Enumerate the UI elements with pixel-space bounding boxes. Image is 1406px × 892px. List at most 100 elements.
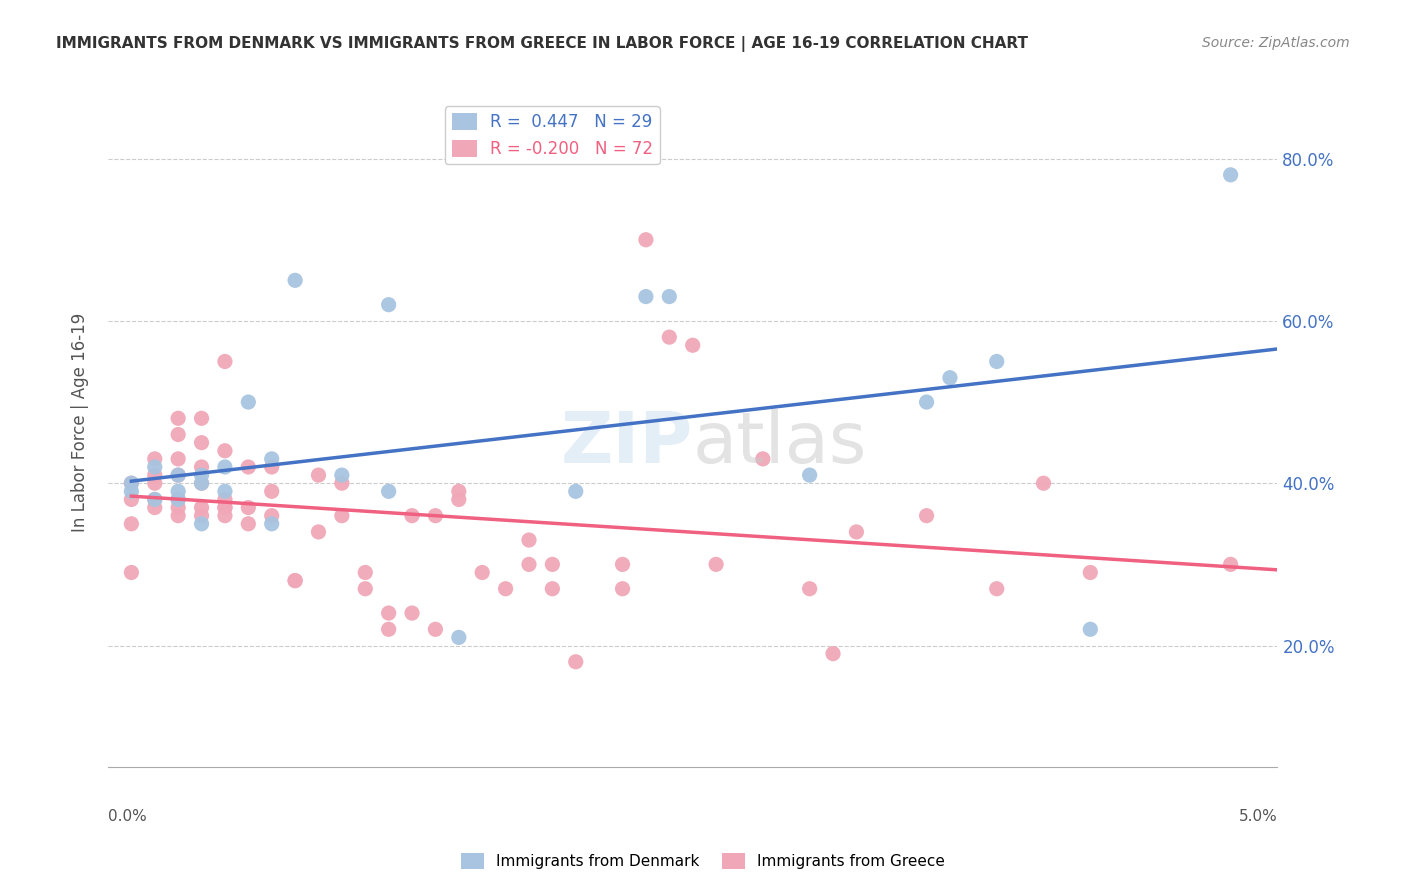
Point xyxy=(284,574,307,588)
Point xyxy=(401,606,423,620)
Point xyxy=(167,484,190,499)
Point xyxy=(425,508,447,523)
Point xyxy=(120,476,142,491)
Point xyxy=(143,460,166,475)
Point xyxy=(190,516,212,531)
Point xyxy=(260,508,283,523)
Point xyxy=(284,574,307,588)
Point xyxy=(634,233,657,247)
Point xyxy=(658,330,681,344)
Point xyxy=(330,476,353,491)
Point xyxy=(120,516,142,531)
Point xyxy=(190,411,212,425)
Point xyxy=(120,492,142,507)
Point xyxy=(541,582,564,596)
Point xyxy=(915,508,938,523)
Point xyxy=(447,484,470,499)
Text: 5.0%: 5.0% xyxy=(1239,809,1278,823)
Point xyxy=(190,476,212,491)
Point xyxy=(799,582,821,596)
Text: atlas: atlas xyxy=(693,409,868,477)
Point xyxy=(143,476,166,491)
Point xyxy=(308,524,330,539)
Point xyxy=(284,273,307,287)
Point xyxy=(190,468,212,483)
Text: Source: ZipAtlas.com: Source: ZipAtlas.com xyxy=(1202,36,1350,50)
Point xyxy=(1032,476,1054,491)
Legend: R =  0.447   N = 29, R = -0.200   N = 72: R = 0.447 N = 29, R = -0.200 N = 72 xyxy=(446,106,659,164)
Point xyxy=(564,484,586,499)
Point xyxy=(401,508,423,523)
Point xyxy=(1078,622,1101,636)
Point xyxy=(1219,558,1241,572)
Point xyxy=(634,289,657,303)
Point xyxy=(214,484,236,499)
Point xyxy=(308,468,330,483)
Point xyxy=(517,558,540,572)
Point xyxy=(190,476,212,491)
Point xyxy=(939,370,962,384)
Text: 0.0%: 0.0% xyxy=(108,809,146,823)
Point xyxy=(447,631,470,645)
Point xyxy=(143,492,166,507)
Point xyxy=(704,558,727,572)
Point xyxy=(377,622,399,636)
Point xyxy=(167,492,190,507)
Point xyxy=(238,395,260,409)
Point xyxy=(1078,566,1101,580)
Point xyxy=(541,558,564,572)
Point xyxy=(612,582,634,596)
Point xyxy=(167,500,190,515)
Point xyxy=(190,435,212,450)
Point xyxy=(354,566,377,580)
Point xyxy=(214,492,236,507)
Point xyxy=(120,476,142,491)
Point xyxy=(1219,168,1241,182)
Point xyxy=(190,508,212,523)
Point xyxy=(167,508,190,523)
Point xyxy=(214,443,236,458)
Point xyxy=(845,524,868,539)
Point xyxy=(330,508,353,523)
Point xyxy=(167,451,190,466)
Text: IMMIGRANTS FROM DENMARK VS IMMIGRANTS FROM GREECE IN LABOR FORCE | AGE 16-19 COR: IMMIGRANTS FROM DENMARK VS IMMIGRANTS FR… xyxy=(56,36,1028,52)
Point xyxy=(377,606,399,620)
Point xyxy=(752,451,775,466)
Point xyxy=(260,484,283,499)
Y-axis label: In Labor Force | Age 16-19: In Labor Force | Age 16-19 xyxy=(72,313,89,532)
Point xyxy=(238,500,260,515)
Point xyxy=(214,354,236,368)
Point xyxy=(167,468,190,483)
Point xyxy=(330,468,353,483)
Point xyxy=(120,484,142,499)
Point xyxy=(214,508,236,523)
Point xyxy=(260,460,283,475)
Point xyxy=(682,338,704,352)
Point xyxy=(120,566,142,580)
Point xyxy=(214,500,236,515)
Point xyxy=(143,468,166,483)
Point xyxy=(214,460,236,475)
Point xyxy=(495,582,517,596)
Point xyxy=(167,492,190,507)
Point xyxy=(915,395,938,409)
Legend: Immigrants from Denmark, Immigrants from Greece: Immigrants from Denmark, Immigrants from… xyxy=(454,847,952,875)
Point xyxy=(821,647,844,661)
Point xyxy=(564,655,586,669)
Point xyxy=(167,411,190,425)
Point xyxy=(190,500,212,515)
Point xyxy=(167,468,190,483)
Point xyxy=(238,516,260,531)
Text: ZIP: ZIP xyxy=(561,409,693,477)
Point xyxy=(260,516,283,531)
Point xyxy=(447,492,470,507)
Point xyxy=(143,492,166,507)
Point xyxy=(190,460,212,475)
Point xyxy=(658,289,681,303)
Point xyxy=(612,558,634,572)
Point xyxy=(354,582,377,596)
Point xyxy=(377,484,399,499)
Point xyxy=(260,451,283,466)
Point xyxy=(143,500,166,515)
Point xyxy=(377,298,399,312)
